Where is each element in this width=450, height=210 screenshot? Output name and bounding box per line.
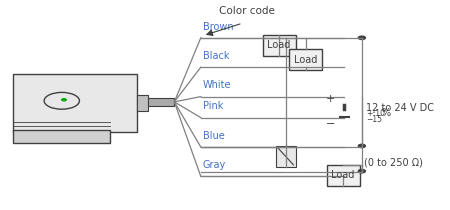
Text: White: White	[203, 80, 231, 90]
Text: 12 to 24 V DC: 12 to 24 V DC	[366, 103, 434, 113]
Circle shape	[44, 92, 80, 109]
Text: Load: Load	[331, 170, 355, 180]
Bar	[327, 165, 360, 186]
Text: Load: Load	[294, 55, 317, 65]
Bar	[13, 74, 137, 132]
Bar	[289, 49, 322, 70]
Bar	[262, 35, 296, 56]
Bar	[13, 130, 110, 143]
Text: Gray: Gray	[203, 160, 226, 170]
Text: %: %	[382, 108, 391, 118]
Text: −15: −15	[366, 115, 382, 123]
Text: Brown: Brown	[203, 21, 234, 32]
Text: Black: Black	[203, 51, 230, 61]
Text: Blue: Blue	[203, 131, 225, 141]
Text: Load: Load	[267, 40, 291, 50]
Circle shape	[358, 144, 365, 148]
Text: +: +	[326, 94, 336, 104]
Bar	[276, 146, 296, 167]
Text: +¹10: +¹10	[366, 109, 385, 118]
Circle shape	[358, 36, 365, 39]
Text: Pink: Pink	[203, 101, 223, 111]
Text: −: −	[326, 119, 336, 129]
Text: Color code: Color code	[219, 5, 275, 16]
Circle shape	[358, 169, 365, 173]
Bar	[137, 94, 148, 111]
Circle shape	[62, 99, 66, 101]
Text: (0 to 250 Ω): (0 to 250 Ω)	[364, 158, 423, 168]
Bar	[148, 98, 174, 106]
